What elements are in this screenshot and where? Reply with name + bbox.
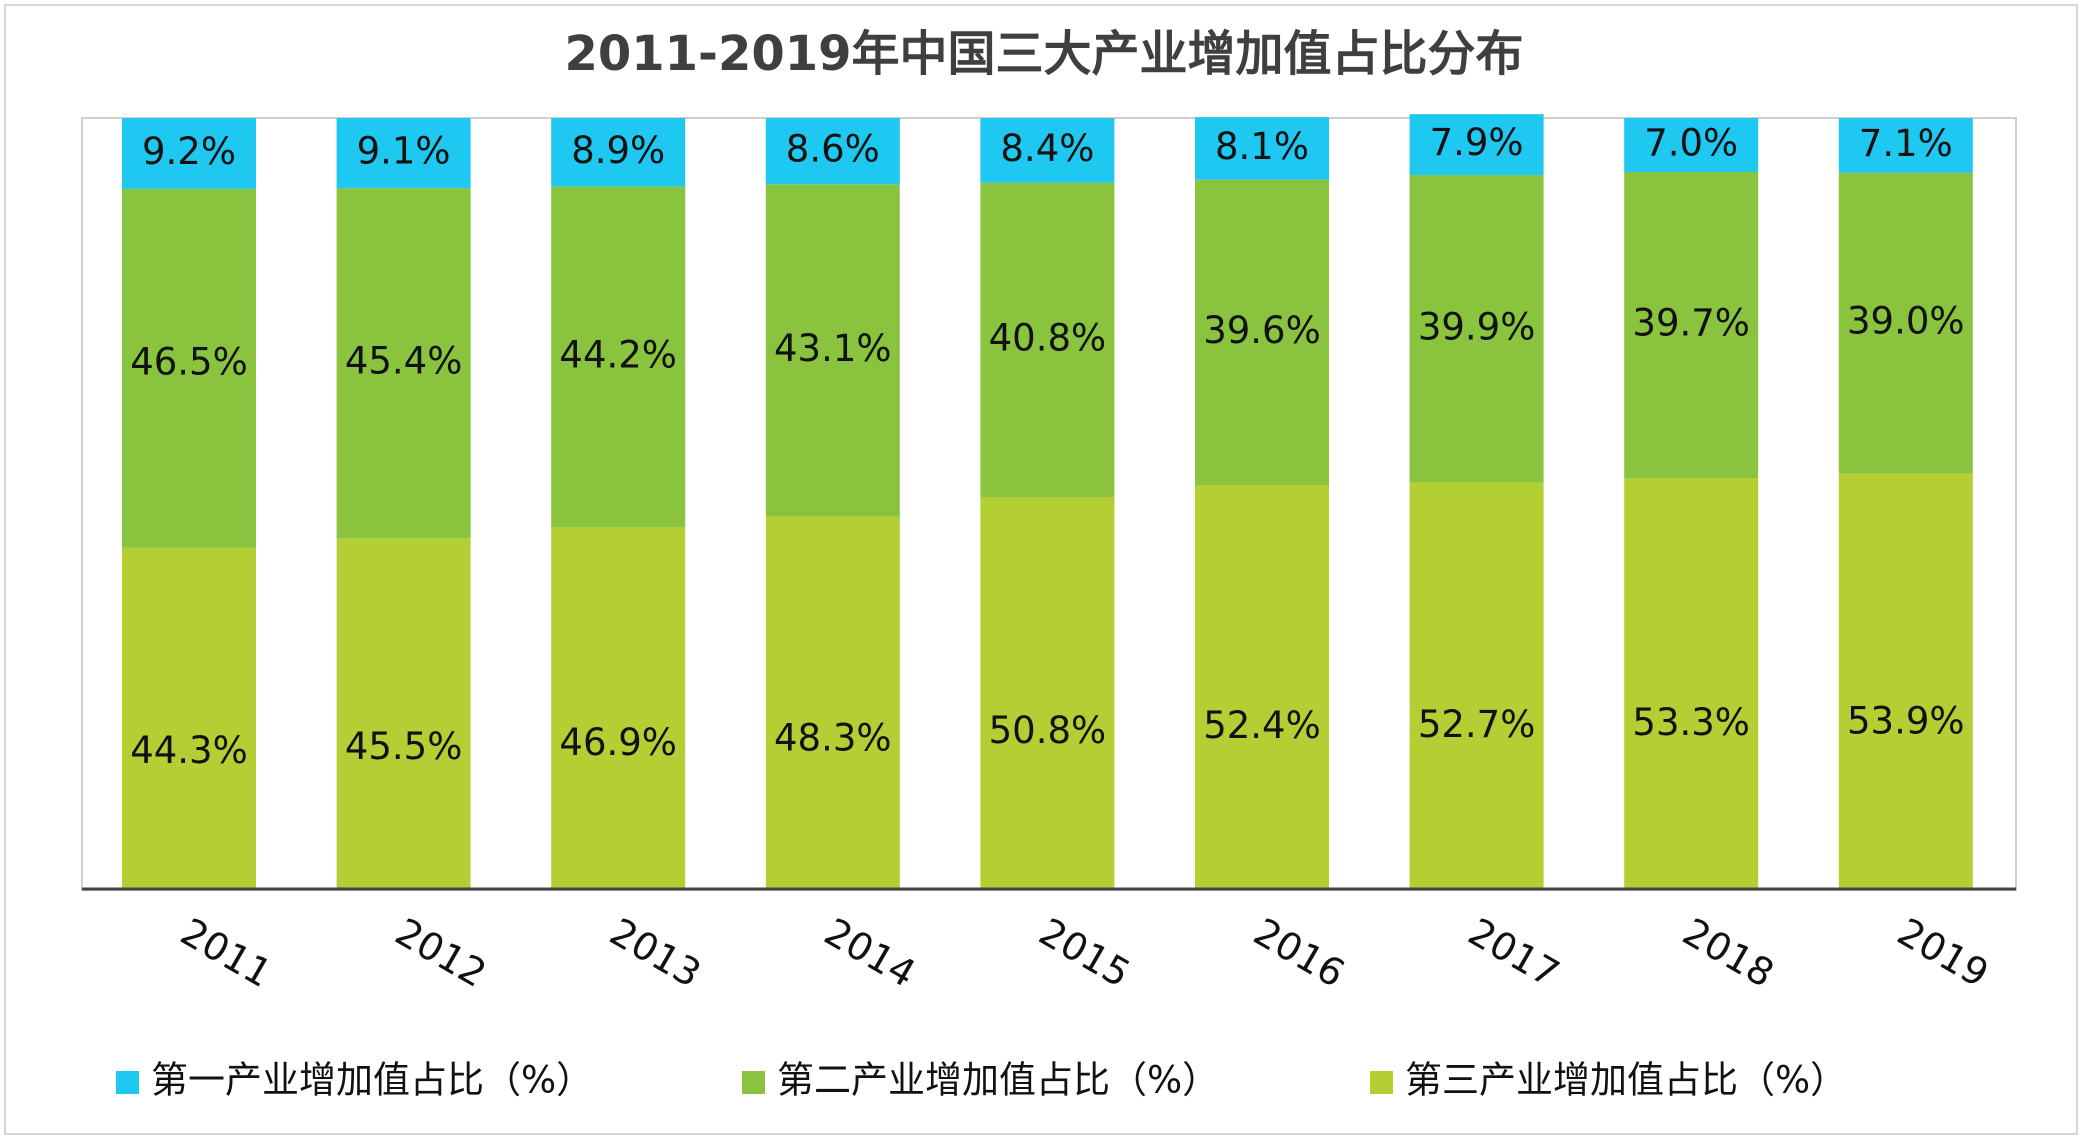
data-label-2017-s2: 39.9% [1418, 305, 1536, 348]
data-label-2012-s2: 45.4% [345, 340, 463, 383]
bar-segment-2017-s2 [1409, 175, 1544, 483]
bar-segment-2015-s3 [980, 118, 1115, 183]
data-label-2011-s3: 9.2% [142, 130, 236, 173]
data-label-2013-s2: 44.2% [559, 334, 677, 377]
data-label-2018-s3: 7.0% [1644, 121, 1738, 164]
data-label-2016-s1: 52.4% [1203, 704, 1321, 747]
legend-swatch-3 [1370, 1071, 1393, 1094]
data-label-2013-s3: 8.9% [571, 129, 665, 172]
data-label-2019-s3: 7.1% [1859, 122, 1953, 165]
x-tick-2016: 2016 [1246, 910, 1352, 996]
x-tick-2018: 2018 [1676, 910, 1782, 996]
x-tick-2012: 2012 [388, 910, 494, 996]
x-tick-2014: 2014 [817, 910, 923, 996]
bar-segment-2014-s2 [765, 184, 900, 517]
bar-segment-2017-s3 [1409, 114, 1544, 176]
bar-segment-2019-s1 [1838, 473, 1973, 889]
bar-segment-2018-s1 [1624, 478, 1759, 889]
x-tick-2017: 2017 [1461, 910, 1567, 996]
bar-segment-2019-s2 [1838, 172, 1973, 474]
data-label-2014-s2: 43.1% [774, 327, 892, 370]
bar-segment-2013-s2 [551, 186, 686, 528]
bar-segment-2017-s1 [1409, 482, 1544, 889]
data-label-2018-s2: 39.7% [1632, 302, 1750, 345]
x-tick-2015: 2015 [1032, 910, 1138, 996]
bar-segment-2012-s3 [336, 118, 471, 189]
data-label-2014-s3: 8.6% [786, 128, 880, 171]
bar-segment-2018-s2 [1624, 171, 1759, 479]
bar-segment-2014-s1 [765, 516, 900, 889]
legend: 第一产业增加值占比（%） 第二产业增加值占比（%） 第三产业增加值占比（%） [116, 1059, 1847, 1102]
legend-swatch-1 [116, 1071, 139, 1094]
legend-label-3: 第三产业增加值占比（%） [1405, 1059, 1847, 1102]
legend-swatch-2 [742, 1071, 765, 1094]
bar-segment-2019-s3 [1838, 118, 1973, 173]
data-label-2016-s3: 8.1% [1215, 125, 1309, 168]
bar-segment-2016-s1 [1195, 484, 1329, 889]
bar-segment-2016-s2 [1195, 179, 1329, 485]
legend-label-1: 第一产业增加值占比（%） [151, 1059, 593, 1102]
data-label-2017-s1: 52.7% [1418, 703, 1536, 746]
data-label-2015-s2: 40.8% [989, 317, 1107, 360]
bar-segment-2013-s3 [551, 118, 686, 187]
data-label-2019-s1: 53.9% [1847, 699, 1965, 742]
data-label-2014-s1: 48.3% [774, 717, 892, 760]
bar-segment-2014-s3 [765, 118, 900, 185]
bar-segment-2011-s1 [122, 547, 256, 889]
x-tick-2019: 2019 [1890, 910, 1996, 996]
data-label-2015-s3: 8.4% [1000, 127, 1094, 170]
data-label-2018-s1: 53.3% [1632, 701, 1750, 744]
x-tick-2011: 2011 [173, 910, 279, 996]
legend-label-2: 第二产业增加值占比（%） [777, 1059, 1219, 1102]
bar-segment-2011-s3 [122, 118, 256, 189]
bar-segment-2015-s2 [980, 182, 1115, 498]
bars-layer: 44.3% 46.5% 9.2% 45.5% 45.4% 9.1% 46.9% 44.2% 8.… [122, 114, 1973, 889]
bar-segment-2011-s2 [122, 188, 256, 548]
data-label-2016-s2: 39.6% [1203, 309, 1321, 352]
bar-segment-2016-s3 [1195, 117, 1329, 180]
data-label-2012-s1: 45.5% [345, 725, 463, 768]
chart-title: 2011-2019年中国三大产业增加值占比分布 [564, 26, 1523, 82]
bar-segment-2018-s3 [1624, 118, 1759, 172]
data-label-2019-s2: 39.0% [1847, 300, 1965, 343]
x-tick-2013: 2013 [603, 910, 709, 996]
bar-segment-2015-s1 [980, 497, 1115, 889]
data-label-2017-s3: 7.9% [1430, 121, 1524, 164]
data-label-2011-s1: 44.3% [130, 729, 248, 772]
bar-segment-2012-s1 [336, 538, 471, 889]
data-label-2013-s1: 46.9% [559, 721, 677, 764]
data-label-2011-s2: 46.5% [130, 340, 248, 383]
data-label-2015-s1: 50.8% [989, 709, 1107, 752]
data-label-2012-s3: 9.1% [357, 130, 451, 173]
bar-segment-2013-s1 [551, 527, 686, 889]
x-tick-labels: 2011 2012 2013 2014 2015 2016 2017 2018 2019 [173, 910, 1996, 996]
bar-segment-2012-s2 [336, 188, 471, 539]
